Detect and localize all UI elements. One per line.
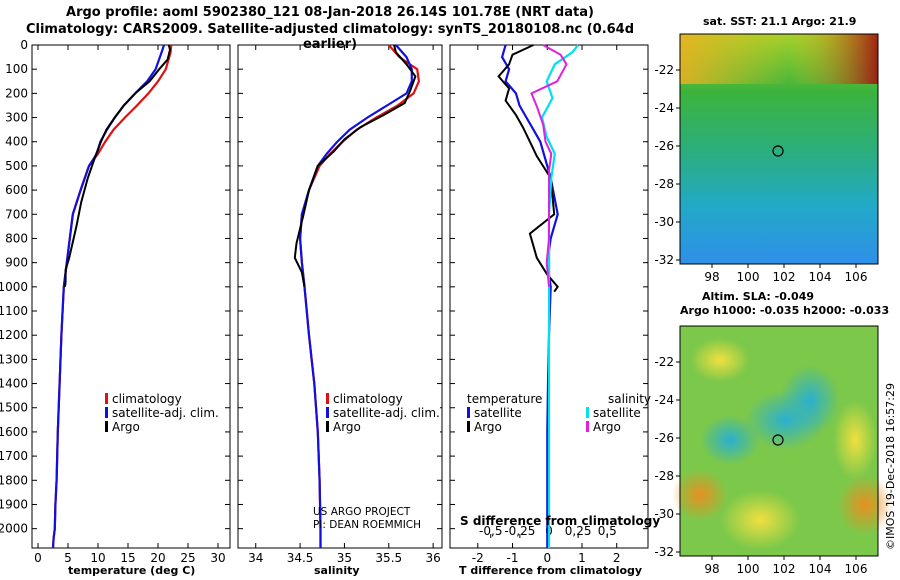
x-tick-label: 25 — [180, 551, 195, 565]
temperature-panel: 0100200300400500600700800900100011001200… — [0, 38, 231, 565]
y-tick-label: 1100 — [0, 304, 28, 318]
title-line-1: Argo profile: aoml 5902380_121 08-Jan-20… — [66, 5, 594, 20]
legend-label: Argo — [333, 420, 361, 434]
legend-label: Argo — [112, 420, 140, 434]
x-tick-label: 2 — [613, 551, 621, 565]
y-tick-label: 200 — [5, 86, 28, 100]
legend-item: Argo — [467, 420, 542, 434]
legend-main-temp: climatology satellite-adj. clim. Argo — [105, 392, 219, 434]
legend-label: satellite-adj. clim. — [112, 406, 219, 420]
x2-tick-label: -0,25 — [504, 524, 535, 538]
y-tick-label: 700 — [5, 207, 28, 221]
series-line-temperature-satellite — [500, 44, 559, 548]
series-line-satellite-adj-clim- — [51, 44, 166, 549]
x-tick-label: 0 — [34, 551, 42, 565]
legend-title: temperature — [467, 392, 543, 406]
legend-item: climatology — [326, 392, 440, 406]
series-line-argo — [293, 44, 417, 287]
y-tick-label: 500 — [5, 159, 28, 173]
legend-item: satellite-adj. clim. — [105, 406, 219, 420]
y-tick-label: 300 — [5, 111, 28, 125]
salinity-xlabel: salinity — [314, 564, 360, 577]
y-tick-label: 800 — [5, 231, 28, 245]
legend-item: Argo — [326, 420, 440, 434]
legend-item: climatology — [105, 392, 219, 406]
project-note: US ARGO PROJECT PI: DEAN ROEMMICH — [313, 506, 422, 531]
legend-item: Argo — [105, 420, 219, 434]
y-tick-label: 600 — [5, 183, 28, 197]
difference-panel: -2 -1 0 1 2-0,5 -0,25 0 0,25 0,5 — [449, 44, 649, 565]
y-tick-label: 1800 — [0, 473, 28, 487]
legend-swatch-satellite — [105, 407, 108, 418]
tdiff-xlabel: T difference from climatology — [459, 564, 643, 577]
y-tick-label: 1900 — [0, 497, 28, 511]
legend-item: satellite-adj. clim. — [326, 406, 440, 420]
legend-item: satellite — [467, 406, 542, 420]
y-tick-label: 1500 — [0, 401, 28, 415]
y-tick-label: 1600 — [0, 425, 28, 439]
legend-temp-diff: temperature satellite Argo — [467, 392, 542, 434]
y-tick-label: 1700 — [0, 449, 28, 463]
legend-swatch-argo — [105, 421, 108, 432]
legend-main-sal: climatology satellite-adj. clim. Argo — [326, 392, 440, 434]
series-line-climatology — [298, 44, 421, 548]
x-tick-label: 10 — [90, 551, 105, 565]
legend-sal-diff: salinity satellite Argo — [586, 392, 651, 434]
x-tick-label: -1 — [507, 551, 519, 565]
x-tick-label: 34.5 — [287, 551, 314, 565]
x-tick-label: 30 — [210, 551, 225, 565]
y-tick-label: 400 — [5, 135, 28, 149]
y-tick-label: 1300 — [0, 352, 28, 366]
salinity-panel: 34 34.5 35 35.5 36 — [237, 44, 443, 565]
sdiff-xlabel: S difference from climatology — [460, 514, 661, 528]
legend-item: satellite — [586, 406, 651, 420]
x-tick-label: 1 — [578, 551, 586, 565]
x-tick-label: 0 — [543, 551, 551, 565]
x-tick-label: 15 — [120, 551, 135, 565]
sla-title-1: Altim. SLA: -0.049 — [702, 290, 815, 303]
x2-tick-label: -0,5 — [479, 524, 502, 538]
x-tick-label: 20 — [150, 551, 165, 565]
credit-text: ©IMOS 19-Dec-2018 16:57:29 — [884, 383, 897, 550]
y-tick-label: 1000 — [0, 280, 28, 294]
x-tick-label: 35.5 — [375, 551, 402, 565]
series-line-salinity-argo — [530, 44, 568, 287]
series-line-satellite-adj-clim- — [298, 44, 413, 548]
series-line-argo — [64, 44, 172, 287]
legend-label: satellite-adj. clim. — [333, 406, 440, 420]
legend-label: climatology — [333, 392, 403, 406]
y-tick-label: 900 — [5, 256, 28, 270]
x-tick-label: 35 — [337, 551, 352, 565]
y-tick-label: 0 — [20, 38, 28, 52]
legend-swatch-climatology — [105, 393, 108, 404]
plot-frame — [237, 44, 443, 549]
x2-tick-label: 0,5 — [598, 524, 617, 538]
legend-swatch-argo — [326, 421, 329, 432]
x-tick-label: 34 — [248, 551, 263, 565]
sla-title-2: Argo h1000: -0.035 h2000: -0.033 — [680, 304, 890, 317]
y-tick-label: 2000 — [0, 522, 28, 536]
series-line-temperature-argo — [497, 44, 559, 293]
sst-title: sat. SST: 21.1 Argo: 21.9 — [703, 15, 857, 28]
y-tick-label: 1400 — [0, 377, 28, 391]
legend-title: salinity — [608, 392, 652, 406]
y-tick-label: 1200 — [0, 328, 28, 342]
x-tick-label: -2 — [472, 551, 484, 565]
y-tick-label: 100 — [5, 62, 28, 76]
legend-item: Argo — [586, 420, 651, 434]
legend-label: climatology — [112, 392, 182, 406]
legend-swatch-climatology — [326, 393, 329, 404]
x-tick-label: 5 — [64, 551, 72, 565]
x-tick-label: 36 — [425, 551, 440, 565]
temperature-xlabel: temperature (deg C) — [68, 564, 196, 577]
x2-tick-label: 0,25 — [565, 524, 592, 538]
plot-frame — [31, 44, 231, 549]
series-line-salinity-satellite — [540, 44, 579, 548]
legend-swatch-satellite — [326, 407, 329, 418]
